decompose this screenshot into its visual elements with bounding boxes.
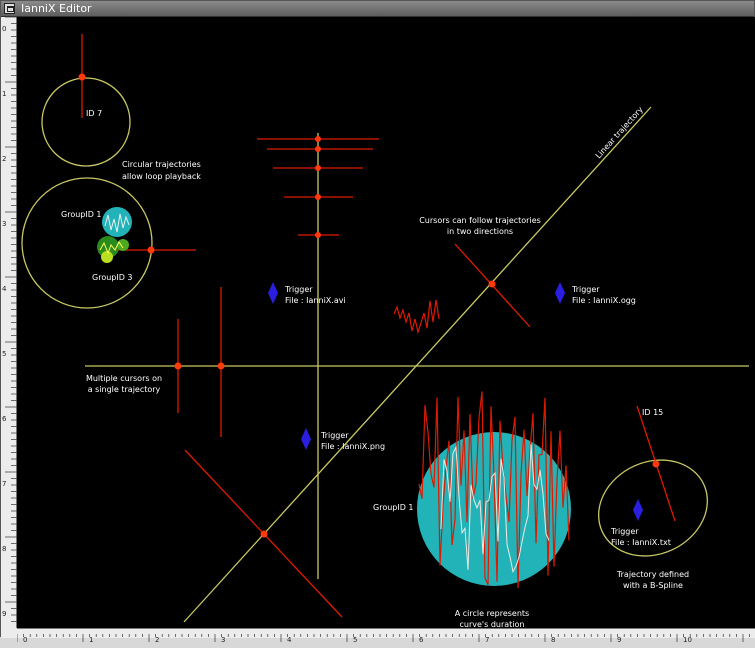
linear-trajectory[interactable]: [183, 106, 652, 623]
group3-curve: [99, 241, 124, 255]
label-linear-trajectory: Linear trajectory: [594, 105, 645, 161]
trigger-avi-icon[interactable]: [268, 282, 278, 304]
vertical-ruler-tick-label: 4: [2, 285, 7, 293]
bspline-trajectory-id15[interactable]: [583, 443, 723, 574]
window-title: IanniX Editor: [21, 2, 92, 15]
vertical-ruler: 0 1 2 3 4 5 6 7 8 9: [1, 16, 17, 628]
horizontal-ruler-tick-label: 2: [155, 636, 159, 644]
label-circular-1: Circular trajectories: [122, 160, 201, 169]
horizontal-ruler-tick-label: 9: [617, 636, 621, 644]
vertical-ruler-tick-label: 2: [2, 155, 6, 163]
trigger-ogg-title: Trigger: [571, 285, 600, 294]
vertical-ruler-tick-label: 9: [2, 610, 6, 618]
score-canvas[interactable]: ID 7 Circular trajectories allow loop pl…: [17, 17, 755, 629]
label-bspline-1: Trajectory defined: [616, 570, 689, 579]
label-bspline-2: with a B-Spline: [623, 581, 683, 590]
horizontal-ruler-tick-label: 3: [221, 636, 225, 644]
cursor-head[interactable]: [217, 362, 225, 370]
group3-circle-c[interactable]: [101, 251, 113, 263]
trigger-ogg-file: File : IanniX.ogg: [572, 296, 636, 305]
vertical-ruler-tick-label: 8: [2, 545, 6, 553]
cursor-head[interactable]: [174, 362, 182, 370]
cursor-head[interactable]: [315, 194, 321, 200]
horizontal-ruler-tick-label: 0: [23, 636, 27, 644]
cursor-head[interactable]: [488, 280, 496, 288]
cursor-head[interactable]: [78, 73, 86, 81]
cursor-trace-curve: [393, 299, 440, 335]
label-cursors-follow-1: Cursors can follow trajectories: [419, 216, 541, 225]
cursor-head[interactable]: [260, 530, 268, 538]
label-id15: ID 15: [642, 408, 663, 417]
ruler-corner: [1, 628, 17, 638]
label-circle-duration-1: A circle represents: [455, 609, 529, 618]
group1-small-circle[interactable]: [102, 207, 132, 237]
label-groupid1-small: GroupID 1: [61, 210, 102, 219]
window-menu-icon[interactable]: [4, 3, 15, 14]
trigger-txt-icon[interactable]: [633, 499, 643, 521]
horizontal-ruler-tick-label: 8: [551, 636, 555, 644]
trigger-txt-file: File : IanniX.txt: [611, 538, 671, 547]
horizontal-ruler-tick-label: 4: [287, 636, 292, 644]
label-multiple-2: a single trajectory: [88, 385, 161, 394]
trigger-avi-title: Trigger: [284, 285, 313, 294]
horizontal-ruler-tick-label: 1: [89, 636, 93, 644]
cursor-head[interactable]: [315, 232, 321, 238]
label-id7: ID 7: [86, 109, 102, 118]
horizontal-ruler-tick-label: 10: [683, 636, 692, 644]
horizontal-ruler-tick-label: 6: [419, 636, 424, 644]
label-circular-2: allow loop playback: [122, 172, 201, 181]
horizontal-ruler-tick-label: 5: [353, 636, 357, 644]
big-circle-white-signal: [440, 444, 550, 574]
label-groupid1-big: GroupID 1: [373, 503, 414, 512]
horizontal-ruler-tick-label: 7: [485, 636, 489, 644]
circular-trajectory-group[interactable]: [21, 177, 153, 309]
cursor-head[interactable]: [315, 165, 321, 171]
vertical-ruler-tick-label: 0: [2, 25, 6, 33]
vertical-ruler-tick-label: 5: [2, 350, 6, 358]
group3-circle-b[interactable]: [117, 239, 129, 251]
vertical-ruler-tick-label: 1: [2, 90, 6, 98]
vertical-ruler-tick-label: 3: [2, 220, 6, 228]
label-groupid3: GroupID 3: [92, 273, 133, 282]
cursor-head[interactable]: [652, 460, 660, 468]
title-bar[interactable]: IanniX Editor: [1, 1, 754, 17]
cursor-head[interactable]: [315, 136, 321, 142]
trigger-png-icon[interactable]: [301, 428, 311, 450]
label-cursors-follow-2: in two directions: [447, 227, 513, 236]
trigger-txt-title: Trigger: [610, 527, 639, 536]
circular-trajectory-id7[interactable]: [41, 77, 131, 167]
trigger-avi-file: File : IanniX.avi: [285, 296, 346, 305]
vertical-ruler-tick-label: 6: [2, 415, 7, 423]
group3-circle-a[interactable]: [97, 236, 119, 258]
cursor-head[interactable]: [147, 246, 155, 254]
label-circle-duration-2: curve's duration: [460, 620, 525, 628]
group1-small-curve: [104, 213, 130, 233]
score-svg[interactable]: ID 7 Circular trajectories allow loop pl…: [17, 17, 755, 629]
trigger-png-file: File : IanniX.png: [321, 442, 385, 451]
trigger-png-title: Trigger: [320, 431, 349, 440]
cursor-head[interactable]: [315, 146, 321, 152]
label-multiple-1: Multiple cursors on: [86, 374, 162, 383]
vertical-ruler-tick-label: 7: [2, 480, 6, 488]
trigger-ogg-icon[interactable]: [555, 282, 565, 304]
